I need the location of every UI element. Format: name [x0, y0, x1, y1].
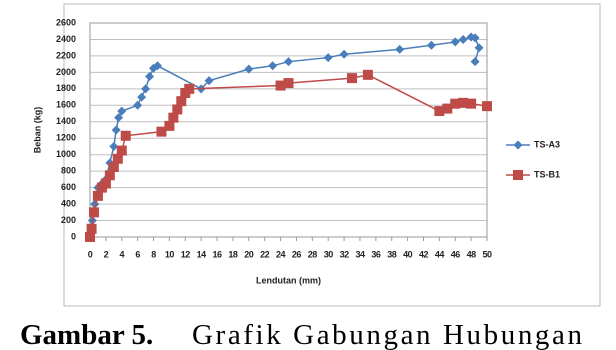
point-marker [450, 98, 461, 109]
legend-label: TS-A3 [534, 139, 560, 149]
point-marker [434, 106, 445, 117]
x-tick-label: 42 [419, 249, 429, 259]
x-tick-label: 6 [135, 249, 140, 259]
point-marker [137, 92, 147, 102]
point-marker [458, 97, 469, 108]
point-marker [395, 44, 405, 54]
point-marker [426, 40, 436, 50]
point-marker [88, 207, 99, 218]
y-axis-label: Beban (kg) [32, 107, 42, 154]
x-tick-label: 24 [276, 249, 286, 259]
legend-marker [513, 140, 523, 150]
y-tick-label: 1200 [56, 133, 76, 143]
x-tick-label: 30 [324, 249, 334, 259]
point-marker [458, 34, 468, 44]
point-marker [145, 72, 155, 81]
x-tick-label: 44 [435, 249, 445, 259]
point-marker [116, 145, 127, 156]
point-marker [112, 153, 123, 164]
point-marker [109, 141, 119, 151]
point-marker [323, 53, 333, 63]
x-tick-label: 34 [355, 249, 365, 259]
point-marker [284, 57, 293, 67]
point-marker [108, 162, 119, 173]
point-marker [339, 49, 349, 59]
point-marker [152, 61, 162, 71]
x-tick-label: 2 [104, 249, 109, 259]
x-tick-label: 46 [451, 249, 461, 259]
y-tick-label: 400 [61, 198, 76, 208]
x-tick-label: 32 [340, 249, 350, 259]
point-marker [275, 80, 286, 91]
legend-label: TS-B1 [534, 169, 560, 179]
legend-marker [513, 170, 523, 180]
point-marker [283, 78, 294, 89]
point-marker [268, 61, 278, 71]
point-marker [111, 125, 121, 135]
point-marker [450, 37, 460, 47]
point-marker [204, 76, 214, 86]
x-tick-label: 36 [371, 249, 381, 259]
y-tick-label: 600 [61, 182, 76, 192]
point-marker [172, 104, 183, 115]
x-tick-label: 20 [244, 249, 254, 259]
point-marker [86, 223, 97, 234]
point-marker [104, 170, 115, 181]
x-tick-label: 48 [467, 249, 477, 259]
point-marker [474, 43, 484, 53]
x-tick-label: 4 [120, 249, 125, 259]
x-tick-label: 0 [88, 249, 93, 259]
point-marker [466, 98, 477, 109]
x-tick-label: 12 [181, 249, 191, 259]
x-tick-label: 8 [151, 249, 156, 259]
x-tick-label: 10 [165, 249, 175, 259]
point-marker [482, 101, 492, 112]
y-tick-label: 2000 [56, 67, 76, 77]
y-tick-label: 2400 [56, 34, 76, 44]
point-marker [347, 73, 358, 84]
y-tick-label: 2600 [56, 17, 76, 27]
point-marker [244, 64, 254, 74]
x-tick-label: 40 [403, 249, 413, 259]
point-marker [362, 69, 373, 80]
y-tick-label: 0 [71, 231, 76, 241]
point-marker [442, 103, 453, 114]
point-marker [114, 113, 124, 123]
point-marker [117, 106, 127, 116]
y-tick-label: 1400 [56, 116, 76, 126]
point-marker [164, 120, 175, 131]
point-marker [133, 100, 143, 110]
x-tick-label: 38 [387, 249, 397, 259]
point-marker [470, 33, 480, 43]
y-tick-label: 1000 [56, 149, 76, 159]
y-tick-label: 800 [61, 166, 76, 176]
y-tick-label: 2200 [56, 50, 76, 60]
caption-label: Gambar 5. [20, 319, 153, 350]
x-tick-label: 18 [228, 249, 238, 259]
y-tick-label: 1600 [56, 100, 76, 110]
point-marker [470, 57, 480, 67]
point-marker [100, 178, 111, 189]
point-marker [156, 126, 167, 137]
point-marker [85, 232, 95, 242]
point-marker [184, 83, 195, 94]
point-marker [120, 130, 131, 141]
y-tick-label: 1800 [56, 83, 76, 93]
point-marker [141, 84, 151, 94]
x-tick-label: 14 [197, 249, 207, 259]
point-marker [92, 190, 103, 201]
caption-text: Grafik Gabungan Hubungan [192, 319, 583, 350]
x-axis-label: Lendutan (mm) [256, 275, 321, 285]
plot-border [89, 22, 488, 238]
y-tick-label: 200 [61, 215, 76, 225]
x-tick-label: 16 [213, 249, 223, 259]
x-tick-label: 50 [482, 249, 492, 259]
x-tick-label: 28 [308, 249, 318, 259]
x-tick-label: 26 [292, 249, 302, 259]
point-marker [176, 96, 187, 107]
x-tick-label: 22 [260, 249, 270, 259]
point-marker [168, 112, 179, 123]
